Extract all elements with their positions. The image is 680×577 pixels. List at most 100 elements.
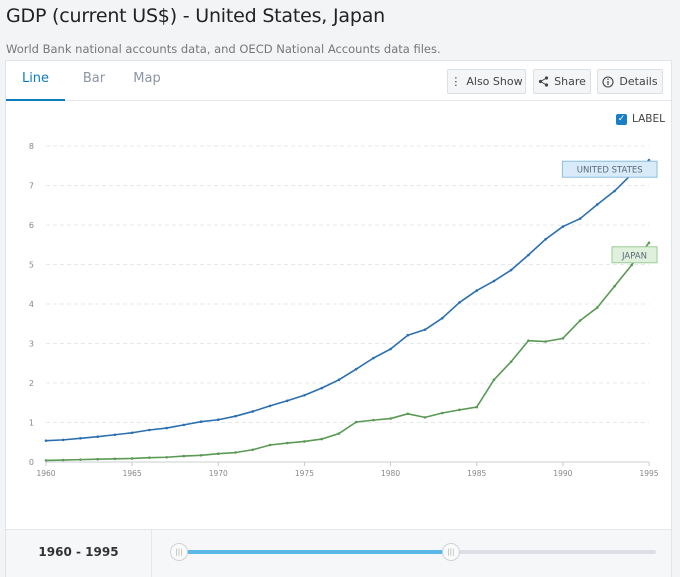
data-point xyxy=(389,417,392,420)
y-tick-label: 1 xyxy=(29,419,34,428)
data-point xyxy=(130,431,134,435)
info-icon xyxy=(602,75,614,88)
data-point xyxy=(44,439,48,442)
data-point xyxy=(320,437,323,441)
data-point xyxy=(440,411,444,415)
series-label: JAPAN xyxy=(621,251,647,261)
data-point xyxy=(440,316,444,320)
data-point xyxy=(79,437,82,440)
x-tick-label: 1970 xyxy=(209,469,228,478)
data-point xyxy=(647,241,651,245)
data-point xyxy=(320,386,323,390)
data-point xyxy=(303,440,306,443)
also-show-button[interactable]: ⋮ Also Show xyxy=(447,69,526,94)
data-point xyxy=(492,279,496,283)
data-point xyxy=(372,418,375,422)
data-point xyxy=(130,457,134,460)
data-point xyxy=(199,420,203,424)
range-start-handle[interactable]: ||| xyxy=(170,543,188,561)
y-tick-label: 6 xyxy=(29,221,34,230)
data-point xyxy=(458,301,461,304)
data-point xyxy=(251,410,255,413)
y-tick-label: 4 xyxy=(29,300,34,309)
data-point xyxy=(148,456,151,459)
data-point xyxy=(613,284,616,288)
data-point xyxy=(561,337,565,340)
data-point xyxy=(630,263,634,267)
range-slider-track[interactable]: ||| ||| xyxy=(170,543,656,561)
data-point xyxy=(113,457,117,461)
series-line-japan xyxy=(45,242,650,462)
y-tick-label: 0 xyxy=(29,458,34,467)
data-point xyxy=(251,448,255,452)
x-tick-label: 1985 xyxy=(467,469,486,478)
data-point xyxy=(216,418,220,422)
x-tick-label: 1980 xyxy=(381,469,400,478)
series-line-united-states xyxy=(45,159,650,442)
data-point xyxy=(216,452,220,456)
data-point xyxy=(96,435,99,439)
tab-line[interactable]: Line xyxy=(6,61,65,101)
data-point xyxy=(492,378,496,382)
range-bar: 1960 - 1995 ||| ||| xyxy=(6,529,671,577)
data-point xyxy=(285,399,289,403)
data-point xyxy=(148,428,151,432)
share-icon xyxy=(538,76,549,87)
data-point xyxy=(61,438,65,442)
data-point xyxy=(544,237,547,241)
range-end-handle[interactable]: ||| xyxy=(441,543,460,561)
also-show-label: Also Show xyxy=(466,75,523,88)
details-button[interactable]: Details xyxy=(597,69,663,94)
data-point xyxy=(509,360,513,363)
data-point xyxy=(509,268,513,272)
data-point xyxy=(285,441,289,445)
label-toggle[interactable]: ✓ LABEL xyxy=(616,113,665,125)
data-point xyxy=(527,253,530,257)
data-point xyxy=(406,412,410,416)
line-chart: 0 1 2 3 4 5 6 7 8 1960 1965 1970 1975 1980 1985 1990 199… xyxy=(29,142,659,478)
data-point xyxy=(596,203,599,206)
data-point xyxy=(372,356,375,360)
data-point xyxy=(596,306,599,309)
y-tick-label: 8 xyxy=(29,142,34,151)
chart-panel: Line Bar Map ⋮ Also Show Share Details ✓… xyxy=(5,60,672,577)
tab-bar[interactable]: Bar xyxy=(82,71,106,86)
data-point xyxy=(578,319,582,322)
x-tick-label: 1960 xyxy=(36,469,55,478)
checkbox-checked-icon[interactable]: ✓ xyxy=(616,113,627,125)
data-point xyxy=(354,420,358,424)
data-point xyxy=(458,408,461,412)
y-tick-label: 5 xyxy=(29,261,34,270)
data-point xyxy=(165,455,168,459)
data-point xyxy=(544,340,547,343)
data-point xyxy=(165,426,168,430)
data-point xyxy=(561,225,565,228)
data-point xyxy=(234,414,237,418)
tab-map[interactable]: Map xyxy=(133,71,161,86)
page-subtitle: World Bank national accounts data, and O… xyxy=(6,42,441,56)
series-label-box xyxy=(561,160,658,178)
data-point xyxy=(61,458,65,462)
data-point xyxy=(113,433,117,437)
data-point xyxy=(578,217,582,220)
more-vertical-icon: ⋮ xyxy=(450,75,462,88)
label-toggle-text: LABEL xyxy=(632,113,665,125)
data-point xyxy=(423,416,427,419)
details-label: Details xyxy=(619,75,658,88)
x-tick-label: 1995 xyxy=(639,469,658,478)
share-label: Share xyxy=(554,75,586,88)
data-point xyxy=(389,347,392,351)
share-button[interactable]: Share xyxy=(533,69,591,94)
y-tick-label: 2 xyxy=(29,379,34,388)
data-point xyxy=(234,451,237,454)
data-point xyxy=(354,367,358,371)
x-tick-label: 1965 xyxy=(123,469,142,478)
page-title: GDP (current US$) - United States, Japan xyxy=(6,5,385,27)
data-point xyxy=(44,459,48,462)
data-point xyxy=(303,393,306,397)
data-point xyxy=(268,443,272,447)
data-point xyxy=(613,189,616,193)
chart-type-tabs: Line Bar Map ⋮ Also Show Share Details xyxy=(6,61,671,101)
data-point xyxy=(337,432,341,435)
data-point xyxy=(475,405,479,409)
